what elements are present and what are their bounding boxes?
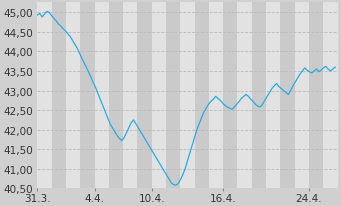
Bar: [52, 4, 66, 188]
Bar: [237, 4, 252, 188]
Bar: [252, 4, 266, 188]
Bar: [323, 4, 338, 188]
Bar: [80, 4, 94, 188]
Bar: [195, 4, 209, 188]
Bar: [137, 4, 152, 188]
Bar: [280, 4, 295, 188]
Bar: [223, 4, 237, 188]
Bar: [123, 4, 137, 188]
Bar: [166, 4, 180, 188]
Bar: [38, 4, 52, 188]
Bar: [66, 4, 80, 188]
Bar: [309, 4, 323, 188]
Bar: [94, 4, 109, 188]
Bar: [266, 4, 280, 188]
Bar: [109, 4, 123, 188]
Bar: [338, 4, 341, 188]
Bar: [180, 4, 195, 188]
Bar: [152, 4, 166, 188]
Bar: [209, 4, 223, 188]
Bar: [295, 4, 309, 188]
